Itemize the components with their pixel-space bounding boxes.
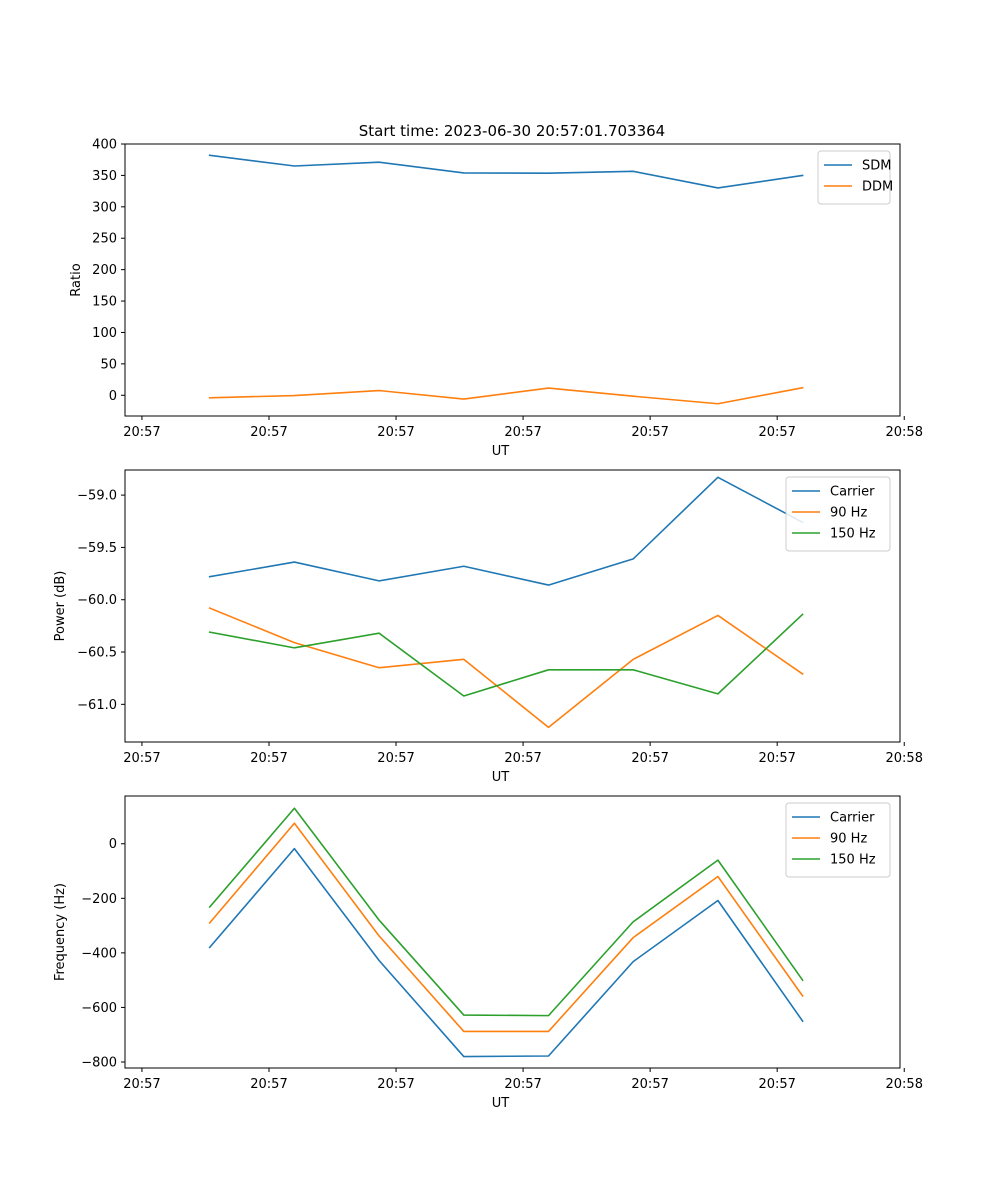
x-tick-label: 20:57 xyxy=(631,1077,668,1092)
y-axis-label: Power (dB) xyxy=(53,571,68,642)
x-tick-label: 20:57 xyxy=(758,751,795,766)
x-tick-label: 20:57 xyxy=(758,1077,795,1092)
x-tick-label: 20:57 xyxy=(123,751,160,766)
x-tick-label: 20:57 xyxy=(377,751,414,766)
y-tick-label: 0 xyxy=(109,389,117,404)
legend-label: Carrier xyxy=(830,485,875,500)
y-tick-label: −200 xyxy=(81,892,117,907)
legend-label: 90 Hz xyxy=(830,506,867,521)
x-tick-label: 20:57 xyxy=(504,425,541,440)
y-tick-label: 300 xyxy=(92,200,117,215)
x-tick-label: 20:57 xyxy=(377,1077,414,1092)
series-line-sdm xyxy=(208,154,804,189)
chart-panel-3: 20:57 20:57 20:57 20:57 20:57 20:57 20:58 −800 −… xyxy=(53,795,923,1111)
x-axis-label: UT xyxy=(492,1096,510,1111)
y-tick-label: −60.5 xyxy=(77,646,117,661)
legend-label: 90 Hz xyxy=(830,832,867,847)
legend-label: 150 Hz xyxy=(830,853,876,868)
series-line-150-hz xyxy=(208,807,804,1017)
x-tick-label: 20:57 xyxy=(758,425,795,440)
x-tick-label: 20:57 xyxy=(250,425,287,440)
x-tick-label: 20:57 xyxy=(631,751,668,766)
x-tick-label: 20:57 xyxy=(250,1077,287,1092)
y-tick-label: 350 xyxy=(92,169,117,184)
y-axis-label: Ratio xyxy=(69,263,84,296)
legend-label: 150 Hz xyxy=(830,527,876,542)
y-tick-label: −800 xyxy=(81,1055,117,1070)
y-tick-label: −600 xyxy=(81,1001,117,1016)
x-axis-label: UT xyxy=(492,444,510,459)
y-axis-label: Frequency (Hz) xyxy=(53,883,68,981)
plot-frame xyxy=(124,143,901,417)
y-tick-label: −400 xyxy=(81,946,117,961)
legend-label: Carrier xyxy=(830,811,875,826)
y-tick-label: −59.5 xyxy=(77,541,117,556)
x-tick-label: 20:57 xyxy=(504,1077,541,1092)
chart-panel-1: 20:57 20:57 20:57 20:57 20:57 20:57 20:58 0 50 10… xyxy=(69,138,923,460)
plot-frame xyxy=(124,795,901,1069)
series-line-90-hz xyxy=(208,822,804,1033)
x-tick-label: 20:58 xyxy=(886,751,923,766)
y-tick-label: 50 xyxy=(100,357,117,372)
y-tick-label: −61.0 xyxy=(77,698,117,713)
x-axis-label: UT xyxy=(492,770,510,785)
figure-title: Start time: 2023-06-30 20:57:01.703364 xyxy=(359,122,665,140)
x-tick-label: 20:57 xyxy=(250,751,287,766)
series-line-90-hz xyxy=(208,607,804,729)
legend: SDM DDM xyxy=(817,150,893,205)
legend: Carrier 90 Hz 150 Hz xyxy=(785,802,891,878)
x-tick-label: 20:57 xyxy=(123,1077,160,1092)
x-tick-label: 20:57 xyxy=(377,425,414,440)
y-tick-label: 400 xyxy=(92,138,117,153)
series-line-150-hz xyxy=(208,613,804,697)
series-line-carrier xyxy=(208,847,804,1058)
y-tick-label: 100 xyxy=(92,326,117,341)
x-tick-label: 20:57 xyxy=(123,425,160,440)
x-tick-label: 20:58 xyxy=(886,1077,923,1092)
legend-label: DDM xyxy=(862,180,893,195)
series-line-ddm xyxy=(208,386,804,405)
x-tick-label: 20:57 xyxy=(631,425,668,440)
y-tick-label: 250 xyxy=(92,232,117,247)
plot-frame xyxy=(124,469,901,743)
legend-label: SDM xyxy=(862,159,891,174)
legend: Carrier 90 Hz 150 Hz xyxy=(785,476,891,552)
y-tick-label: −60.0 xyxy=(77,593,117,608)
x-tick-label: 20:58 xyxy=(886,425,923,440)
series-line-carrier xyxy=(208,476,804,586)
x-tick-label: 20:57 xyxy=(504,751,541,766)
y-tick-label: 200 xyxy=(92,263,117,278)
chart-panel-2: 20:57 20:57 20:57 20:57 20:57 20:57 20:58 −61.0… xyxy=(53,469,923,785)
y-tick-label: −59.0 xyxy=(77,489,117,504)
y-tick-label: 0 xyxy=(109,837,117,852)
y-tick-label: 150 xyxy=(92,295,117,310)
